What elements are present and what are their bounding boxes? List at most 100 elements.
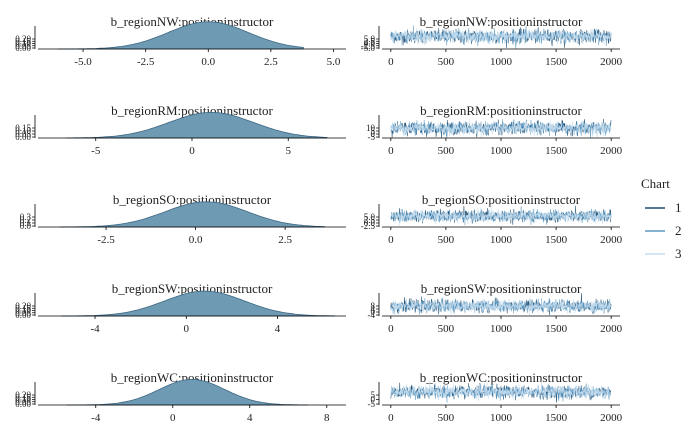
panel-2-trace: b_regionSO:positioninstructor 0 500 1000 150… — [361, 192, 623, 246]
x-tick-label: 0 — [170, 412, 176, 424]
y-tick-label: 2.5 — [364, 215, 376, 225]
panel-3-density: b_regionSW:positioninstructor -4 0 4 0.000.0… — [15, 281, 346, 335]
legend-title: Chart — [641, 176, 670, 191]
panel-title: b_regionNW:positioninstructor — [111, 14, 274, 29]
x-tick-label: 0.0 — [201, 56, 215, 68]
chain-3-trace — [390, 298, 612, 315]
y-tick-label: 0.15 — [15, 123, 31, 133]
y-tick-label: 4 — [371, 304, 376, 314]
chain-1-trace — [390, 27, 612, 49]
x-tick-label: 8 — [324, 412, 330, 424]
x-tick-label: 0 — [184, 323, 190, 335]
x-tick-label: 1500 — [545, 56, 568, 68]
x-tick-label: 0 — [189, 145, 195, 157]
y-tick-label: 0.05 — [15, 41, 31, 51]
x-tick-label: 4 — [275, 323, 281, 335]
y-tick-label: 5.0 — [364, 34, 376, 44]
x-tick-label: 2000 — [600, 56, 623, 68]
x-tick-label: -2.5 — [137, 56, 155, 68]
panel-title: b_regionRM:positioninstructor — [111, 103, 273, 118]
chain-3-trace — [390, 380, 612, 402]
x-tick-label: 2000 — [600, 145, 623, 157]
chain-3-trace — [390, 119, 612, 139]
y-tick-label: 0 — [371, 395, 376, 405]
x-tick-label: 1000 — [490, 234, 513, 246]
x-tick-label: 0 — [388, 323, 394, 335]
x-tick-label: 1000 — [490, 323, 513, 335]
y-tick-label: 2.5 — [364, 36, 376, 46]
density-area — [66, 111, 328, 139]
y-tick-label: 0.0 — [364, 39, 376, 49]
x-tick-label: -2.5 — [97, 234, 115, 246]
x-tick-label: 1500 — [545, 145, 568, 157]
y-tick-label: 0.3 — [20, 212, 32, 222]
panel-0-trace: b_regionNW:positioninstructor 0 500 1000 150… — [361, 14, 623, 68]
y-tick-label: 0.05 — [15, 129, 31, 139]
x-tick-label: 500 — [438, 234, 455, 246]
y-tick-label: 0.20 — [15, 301, 31, 311]
panel-title: b_regionSW:positioninstructor — [421, 281, 582, 296]
y-tick-label: -5 — [368, 132, 376, 142]
panel-title: b_regionWC:positioninstructor — [111, 370, 274, 385]
x-tick-label: 500 — [438, 56, 455, 68]
y-tick-label: -2.5 — [361, 221, 376, 231]
x-tick-label: 1500 — [545, 412, 568, 424]
x-tick-label: 1000 — [490, 145, 513, 157]
x-tick-label: 0.0 — [189, 234, 203, 246]
x-tick-label: 500 — [438, 145, 455, 157]
y-tick-label: -5 — [368, 399, 376, 409]
x-tick-label: -4 — [91, 412, 101, 424]
y-tick-label: 0.0 — [364, 218, 376, 228]
x-tick-label: 1000 — [490, 56, 513, 68]
x-tick-label: 0 — [388, 234, 394, 246]
y-tick-label: 0.2 — [20, 215, 31, 225]
x-tick-label: 5.0 — [327, 56, 341, 68]
panel-title: b_regionNW:positioninstructor — [420, 14, 583, 29]
y-tick-label: 0.10 — [15, 126, 31, 136]
x-tick-label: 500 — [438, 323, 455, 335]
x-tick-label: 5 — [286, 145, 292, 157]
panel-1-density: b_regionRM:positioninstructor -5 0 5 0.000.0… — [15, 103, 346, 157]
x-tick-label: 4 — [247, 412, 253, 424]
y-tick-label: 0.20 — [15, 390, 31, 400]
x-tick-label: 2000 — [600, 323, 623, 335]
x-tick-label: -5 — [91, 145, 101, 157]
legend: Chart 1 2 3 — [641, 176, 682, 261]
legend-label-chain-1: 1 — [675, 200, 682, 215]
legend-label-chain-2: 2 — [675, 223, 682, 238]
y-tick-label: 0.10 — [15, 39, 31, 49]
y-tick-label: 0.00 — [15, 399, 31, 409]
y-tick-label: 0 — [371, 129, 376, 139]
density-area — [66, 378, 308, 406]
x-tick-label: 2.5 — [264, 56, 278, 68]
y-tick-label: 0.15 — [15, 303, 31, 313]
y-tick-label: 5 — [371, 126, 376, 136]
x-tick-label: 0 — [388, 412, 394, 424]
x-tick-label: 0 — [388, 145, 394, 157]
density-area — [58, 21, 304, 50]
chain-3-trace — [390, 27, 612, 47]
x-tick-label: -5.0 — [74, 56, 92, 68]
y-tick-label: 5 — [371, 390, 376, 400]
x-tick-label: 0 — [388, 56, 394, 68]
y-tick-label: 0.05 — [15, 397, 31, 407]
panel-title: b_regionSO:positioninstructor — [422, 192, 581, 207]
y-tick-label: -4 — [368, 310, 376, 320]
x-tick-label: 1500 — [545, 234, 568, 246]
y-tick-label: 0.10 — [15, 395, 31, 405]
y-tick-label: 0.10 — [15, 306, 31, 316]
panel-3-trace: b_regionSW:positioninstructor 0 500 1000 150… — [368, 281, 623, 335]
panel-1-trace: b_regionRM:positioninstructor 0 500 1000 150… — [366, 103, 623, 157]
y-tick-label: 5.0 — [364, 212, 376, 222]
x-tick-label: 2000 — [600, 412, 623, 424]
y-tick-label: 0 — [371, 307, 376, 317]
y-tick-label: 0.00 — [15, 132, 31, 142]
panel-title: b_regionRM:positioninstructor — [420, 103, 582, 118]
density-area — [59, 201, 325, 228]
panel-title: b_regionSO:positioninstructor — [113, 192, 272, 207]
y-tick-label: 0.20 — [15, 34, 31, 44]
panel-title: b_regionWC:positioninstructor — [420, 370, 583, 385]
y-tick-label: 0.15 — [15, 392, 31, 402]
panel-4-trace: b_regionWC:positioninstructor 0 500 1000 150… — [368, 370, 623, 424]
